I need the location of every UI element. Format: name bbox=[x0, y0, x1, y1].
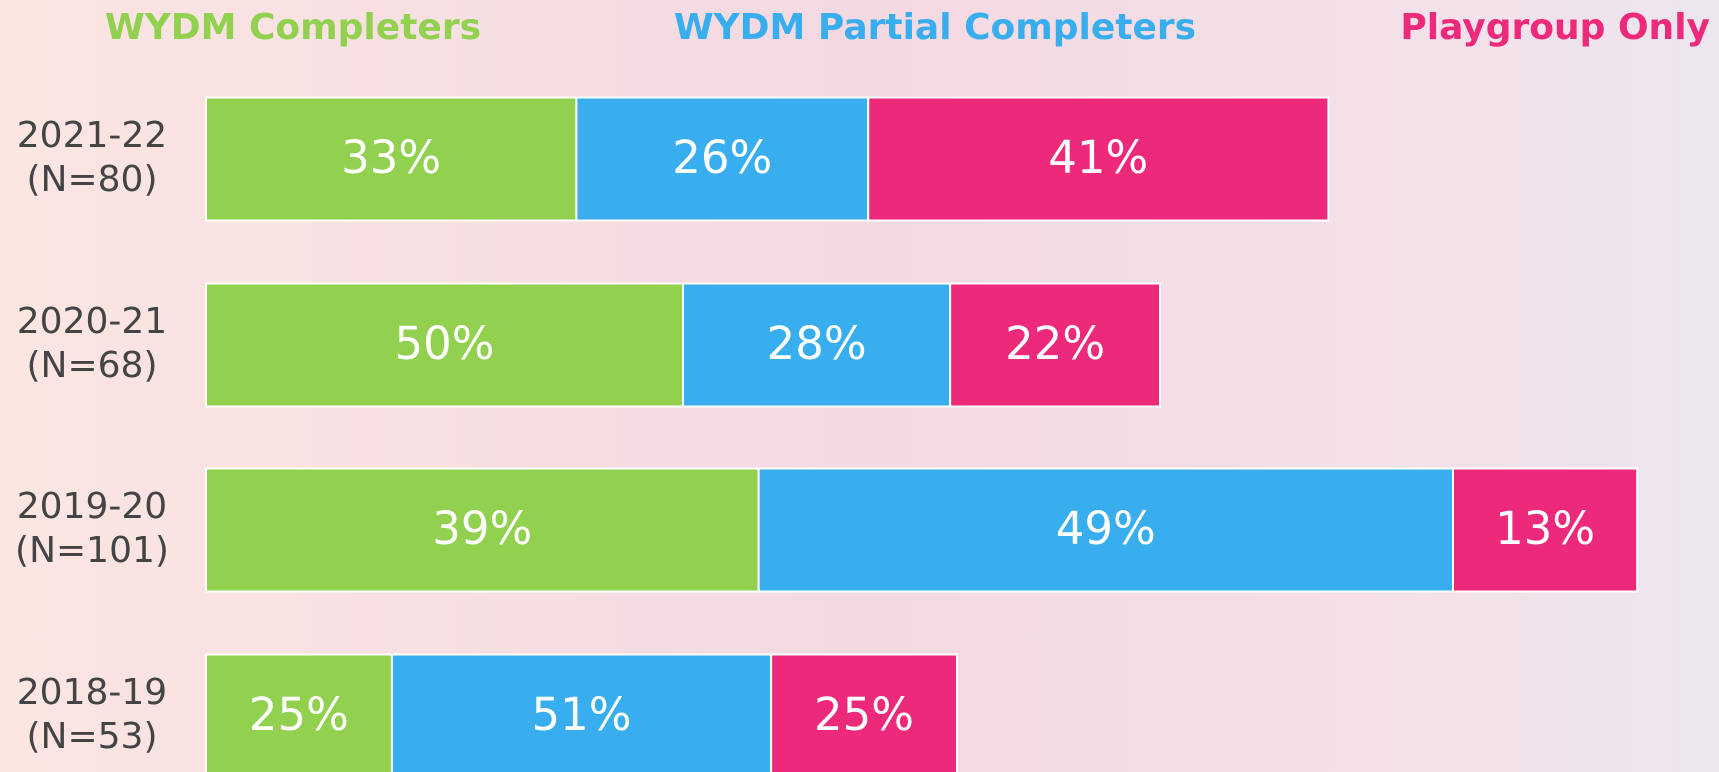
category-n-label: (N=101) bbox=[15, 530, 169, 571]
data-label: 25% bbox=[249, 688, 349, 741]
category-label: 2019-20 bbox=[17, 486, 167, 527]
data-label: 26% bbox=[672, 131, 772, 184]
bar-segment bbox=[757, 467, 1454, 593]
data-label: 13% bbox=[1495, 502, 1595, 555]
bar-segment bbox=[770, 653, 959, 772]
data-label: 28% bbox=[767, 317, 867, 370]
legend-entry: WYDM Completers bbox=[105, 7, 481, 48]
category-label: 2021-22 bbox=[17, 115, 167, 156]
bar-segment bbox=[205, 96, 578, 222]
data-label: 51% bbox=[531, 688, 631, 741]
bar-segment bbox=[205, 467, 760, 593]
bar-segment bbox=[949, 282, 1162, 408]
bar-segment bbox=[682, 282, 952, 408]
legend-entry: Playgroup Only bbox=[1400, 7, 1710, 48]
category-n-label: (N=53) bbox=[27, 716, 158, 757]
bar-segment bbox=[205, 653, 393, 772]
legend-entry: WYDM Partial Completers bbox=[674, 7, 1196, 48]
bar-segment bbox=[1451, 467, 1639, 593]
data-label: 50% bbox=[394, 317, 494, 370]
data-label: 49% bbox=[1056, 502, 1156, 555]
category-n-label: (N=80) bbox=[27, 159, 158, 200]
data-label: 41% bbox=[1048, 131, 1148, 184]
category-n-label: (N=68) bbox=[27, 345, 158, 386]
bar-segment bbox=[575, 96, 870, 222]
category-label: 2020-21 bbox=[17, 301, 167, 342]
data-label: 39% bbox=[432, 502, 532, 555]
category-label: 2018-19 bbox=[17, 672, 167, 713]
bar-segment bbox=[205, 282, 685, 408]
data-label: 22% bbox=[1005, 317, 1105, 370]
bar-segment bbox=[867, 96, 1330, 222]
data-label: 33% bbox=[341, 131, 441, 184]
data-label: 25% bbox=[814, 688, 914, 741]
